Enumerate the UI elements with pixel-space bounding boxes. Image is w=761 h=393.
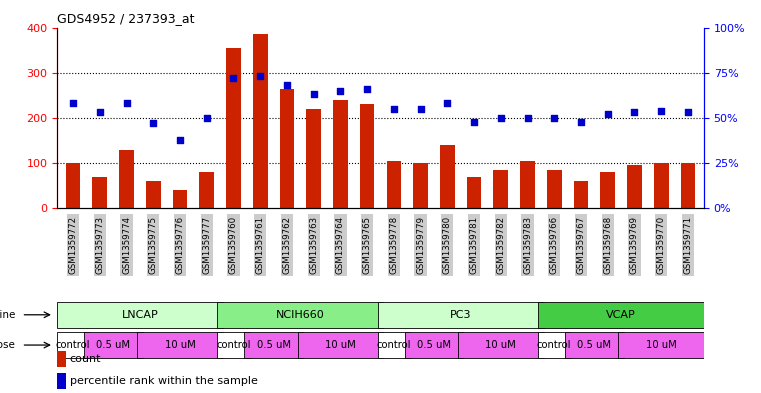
Text: NCIH660: NCIH660 — [276, 310, 325, 320]
Text: control: control — [216, 340, 250, 350]
Bar — [298, 332, 384, 358]
Point — [94, 109, 106, 116]
Point — [281, 82, 293, 88]
Bar — [600, 172, 615, 208]
Bar — [279, 88, 295, 208]
Point — [575, 118, 587, 125]
Text: 10 uM: 10 uM — [164, 340, 196, 350]
Text: PC3: PC3 — [450, 310, 471, 320]
Bar — [173, 190, 187, 208]
Text: 0.5 uM: 0.5 uM — [417, 340, 451, 350]
Point — [67, 100, 79, 107]
Text: control: control — [377, 340, 411, 350]
Point — [334, 88, 346, 94]
Bar — [57, 351, 66, 367]
Bar — [93, 177, 107, 208]
Point — [629, 109, 641, 116]
Point — [441, 100, 454, 107]
Bar — [538, 332, 570, 358]
Point — [228, 75, 240, 81]
Point — [120, 100, 132, 107]
Bar — [57, 332, 89, 358]
Bar — [377, 302, 543, 328]
Text: cell line: cell line — [0, 310, 15, 320]
Point — [361, 86, 373, 92]
Bar — [377, 332, 410, 358]
Bar — [218, 302, 384, 328]
Point — [468, 118, 480, 125]
Bar — [253, 34, 268, 208]
Bar — [619, 332, 704, 358]
Bar — [226, 48, 240, 208]
Text: dose: dose — [0, 340, 15, 350]
Bar — [137, 332, 223, 358]
Bar — [146, 181, 161, 208]
Bar — [654, 163, 668, 208]
Text: 0.5 uM: 0.5 uM — [578, 340, 611, 350]
Bar — [119, 149, 134, 208]
Point — [548, 115, 560, 121]
Point — [307, 91, 320, 97]
Bar — [466, 177, 482, 208]
Bar — [333, 100, 348, 208]
Bar — [57, 302, 223, 328]
Point — [521, 115, 533, 121]
Bar — [538, 302, 704, 328]
Text: count: count — [69, 354, 101, 364]
Bar — [574, 181, 588, 208]
Bar — [680, 163, 696, 208]
Bar — [458, 332, 543, 358]
Bar — [387, 161, 401, 208]
Bar — [413, 163, 428, 208]
Bar — [493, 170, 508, 208]
Point — [655, 108, 667, 114]
Bar — [521, 161, 535, 208]
Bar — [84, 332, 142, 358]
Text: control: control — [56, 340, 91, 350]
Bar — [65, 163, 81, 208]
Point — [254, 73, 266, 79]
Bar — [360, 104, 374, 208]
Bar — [199, 172, 214, 208]
Text: GDS4952 / 237393_at: GDS4952 / 237393_at — [57, 12, 195, 25]
Bar — [440, 145, 454, 208]
Text: 0.5 uM: 0.5 uM — [256, 340, 291, 350]
Text: 10 uM: 10 uM — [325, 340, 356, 350]
Bar — [307, 109, 321, 208]
Text: VCAP: VCAP — [607, 310, 636, 320]
Bar — [218, 332, 250, 358]
Bar — [244, 332, 303, 358]
Point — [201, 115, 213, 121]
Text: 10 uM: 10 uM — [646, 340, 677, 350]
Text: 10 uM: 10 uM — [486, 340, 516, 350]
Bar — [405, 332, 463, 358]
Text: control: control — [537, 340, 572, 350]
Point — [602, 111, 614, 118]
Text: percentile rank within the sample: percentile rank within the sample — [69, 376, 257, 386]
Point — [388, 106, 400, 112]
Bar — [565, 332, 624, 358]
Bar — [627, 165, 642, 208]
Bar — [547, 170, 562, 208]
Point — [415, 106, 427, 112]
Point — [174, 136, 186, 143]
Text: LNCAP: LNCAP — [122, 310, 158, 320]
Point — [147, 120, 159, 127]
Text: 0.5 uM: 0.5 uM — [96, 340, 130, 350]
Point — [682, 109, 694, 116]
Point — [495, 115, 507, 121]
Bar — [57, 373, 66, 389]
